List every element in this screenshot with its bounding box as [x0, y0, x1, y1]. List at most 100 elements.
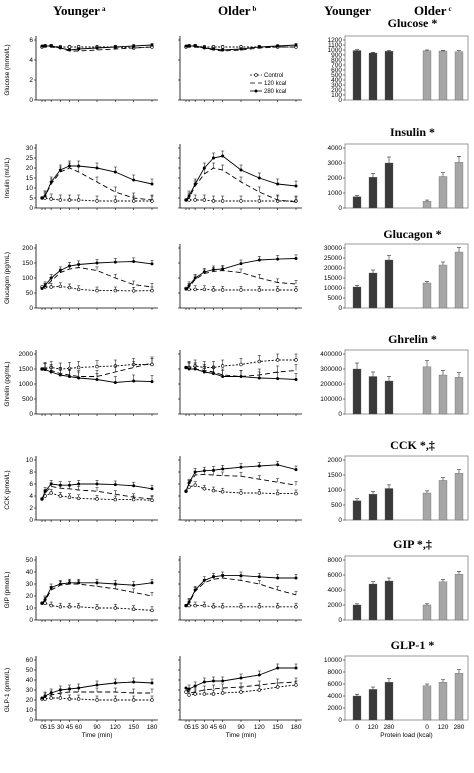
data-point	[150, 698, 154, 702]
data-point	[221, 467, 225, 471]
bar	[454, 251, 464, 309]
data-point	[202, 370, 206, 374]
y-axis-label: Insulin (mU/L)	[4, 158, 11, 198]
data-point	[276, 463, 280, 467]
bar	[422, 50, 432, 101]
data-point	[113, 497, 118, 502]
x-tick-label: 120	[110, 724, 121, 731]
younger-plot: 0 2 4 6 8 10	[26, 456, 158, 524]
data-point	[76, 697, 81, 701]
series-line-Control	[41, 364, 152, 370]
data-point	[202, 578, 206, 582]
data-point	[49, 691, 53, 695]
bar	[454, 473, 464, 521]
data-point	[43, 368, 47, 372]
data-point	[212, 468, 215, 472]
data-point	[95, 497, 99, 501]
y-tick-label: 20	[26, 593, 34, 600]
y-tick-label: 30	[26, 145, 34, 152]
series-line-280-kcal	[41, 368, 153, 383]
y-tick-label: 15	[26, 175, 34, 182]
y-tick-label: 40	[26, 569, 34, 576]
data-point	[131, 497, 136, 502]
older-plot	[178, 144, 302, 210]
data-point	[113, 381, 117, 384]
data-point	[68, 375, 71, 378]
bar-y-tick-label: 300	[331, 82, 342, 89]
y-tick-label: 20	[26, 697, 34, 704]
older-plot	[178, 456, 302, 522]
y-tick-label: 0	[29, 97, 33, 104]
data-point	[193, 684, 197, 688]
bar-y-tick-label: 900	[331, 52, 342, 59]
data-point	[58, 696, 63, 700]
data-point	[257, 688, 262, 692]
bar-x-axis-label: Protein load (kcal)	[380, 732, 432, 739]
data-point	[49, 180, 53, 184]
data-point	[211, 199, 216, 203]
data-point	[95, 378, 99, 381]
data-point	[294, 468, 298, 472]
data-point	[257, 605, 262, 609]
bar-y-tick-label: 300000	[320, 366, 342, 373]
data-point	[49, 491, 53, 495]
bar	[384, 51, 394, 101]
bar-y-tick-label: 2000	[328, 602, 343, 609]
data-point	[49, 197, 53, 201]
header-bar-older: Older c	[414, 3, 452, 18]
header-younger: Younger a	[53, 3, 106, 18]
x-tick-label: 60	[219, 724, 227, 731]
y-tick-label: 30	[26, 581, 34, 588]
data-point	[132, 260, 136, 263]
y-tick-label: 20	[26, 165, 34, 172]
bar	[454, 574, 464, 621]
y-axis-label: Glucose (mmol/L)	[4, 44, 11, 95]
data-point	[95, 581, 99, 585]
data-point	[187, 44, 191, 48]
y-axis-label: Glucagon (pg/mL)	[4, 252, 11, 304]
bar	[438, 682, 448, 721]
data-point	[239, 690, 243, 694]
bar	[454, 162, 464, 209]
bar-y-tick-label: 8000	[328, 669, 343, 676]
data-point	[131, 607, 136, 611]
x-tick-label: 5	[43, 724, 47, 731]
data-point	[184, 604, 188, 608]
bar-frame	[344, 555, 469, 621]
data-point	[239, 605, 243, 609]
data-point	[184, 686, 188, 690]
bar-x-tick-label: 120	[438, 724, 449, 731]
y-tick-label: 40	[26, 677, 34, 684]
x-tick-label: 180	[291, 724, 302, 731]
bar-y-tick-label: 700	[331, 62, 342, 69]
panel-title: Glucagon *	[383, 227, 441, 241]
series-line-280-kcal	[41, 261, 153, 289]
x-tick-label: 180	[147, 724, 158, 731]
data-point	[202, 46, 206, 50]
bar-chart: CCK *,‡ 0 500 1000 1500 2000	[328, 438, 469, 524]
bar-y-tick-label: 0	[338, 517, 342, 524]
data-point	[212, 47, 215, 51]
data-point	[43, 694, 47, 698]
data-point	[202, 487, 207, 491]
data-point	[150, 182, 154, 186]
y-tick-label: 2000	[19, 351, 34, 358]
data-point	[131, 199, 136, 203]
bar-y-tick-label: 1200	[328, 37, 343, 44]
y-tick-label: 6	[29, 37, 33, 44]
data-point	[294, 605, 298, 609]
data-point	[202, 692, 207, 696]
y-tick-label: 8	[29, 469, 33, 476]
younger-plot: 0 2 4 6	[29, 36, 158, 104]
bar	[422, 685, 432, 721]
bar	[454, 51, 464, 101]
data-point	[212, 575, 215, 579]
data-point	[257, 45, 261, 49]
data-point	[43, 489, 47, 493]
data-point	[193, 44, 197, 48]
data-point	[211, 288, 216, 292]
bar	[368, 689, 378, 721]
x-tick-label: 45	[66, 724, 74, 731]
y-tick-label: 150	[22, 260, 33, 267]
